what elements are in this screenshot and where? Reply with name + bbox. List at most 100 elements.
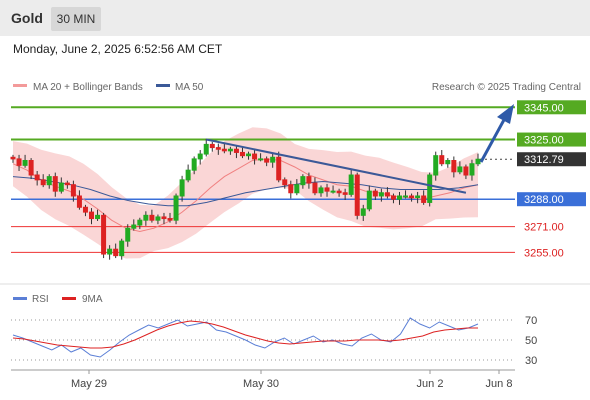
candle: [439, 150, 445, 167]
svg-text:3271.00: 3271.00: [524, 222, 564, 234]
candle: [52, 172, 58, 197]
candle: [445, 158, 451, 168]
candle: [70, 180, 76, 202]
candle: [191, 156, 197, 175]
candle: [306, 172, 312, 189]
candle: [276, 151, 282, 183]
candle: [330, 185, 336, 194]
candle: [300, 174, 306, 189]
candle: [155, 214, 161, 225]
candle: [318, 185, 324, 197]
candle: [288, 180, 294, 199]
candle: [203, 138, 209, 157]
candle: [179, 175, 185, 202]
symbol-label: Gold: [11, 10, 43, 26]
candle: [197, 150, 203, 165]
rsi-ma-legend-label: 9MA: [82, 294, 103, 305]
candle: [312, 177, 318, 196]
price-label-3288.00: 3288.00: [517, 192, 586, 207]
rsi-legend-swatch: [13, 297, 27, 300]
candle: [366, 185, 372, 212]
rsi-line: [12, 317, 479, 358]
rsi-ma-legend-swatch: [62, 297, 76, 300]
candle: [246, 151, 252, 160]
svg-text:3288.00: 3288.00: [524, 194, 564, 206]
x-tick-label: Jun 2: [417, 378, 444, 390]
candle: [390, 193, 396, 204]
chart-datetime: Monday, June 2, 2025 6:52:56 AM CET: [13, 42, 223, 56]
candle: [421, 190, 427, 205]
candles-layer: [10, 138, 481, 260]
candle: [469, 159, 475, 181]
candle: [64, 180, 70, 189]
candle: [282, 177, 288, 189]
candle: [107, 245, 113, 260]
candle: [40, 174, 46, 188]
candle: [209, 141, 215, 152]
candle: [451, 156, 457, 178]
rsi-tick-label: 70: [525, 315, 537, 327]
candle: [239, 146, 245, 159]
candle: [46, 174, 52, 189]
candle: [22, 154, 28, 168]
candle: [415, 191, 421, 204]
candle: [167, 212, 173, 223]
candle: [378, 188, 384, 202]
candle: [348, 169, 354, 197]
rsi-tick-label: 30: [525, 355, 537, 367]
svg-text:3312.79: 3312.79: [524, 154, 564, 166]
candle: [403, 190, 409, 199]
candle: [173, 193, 179, 225]
price-label-3312.79: 3312.79: [517, 152, 586, 167]
price-label-3255.00: 3255.00: [524, 247, 564, 259]
candle: [161, 212, 167, 225]
candle: [76, 190, 82, 210]
candle: [16, 154, 22, 171]
ma50-legend-swatch: [156, 84, 170, 87]
ma20-legend-swatch: [13, 84, 27, 87]
svg-text:3255.00: 3255.00: [524, 247, 564, 259]
svg-text:3325.00: 3325.00: [524, 135, 564, 147]
candle: [125, 224, 131, 247]
candle: [82, 204, 88, 217]
price-label-3345.00: 3345.00: [517, 100, 586, 115]
candle: [409, 193, 415, 202]
candle: [264, 156, 270, 167]
candle: [258, 153, 264, 162]
candle: [137, 217, 143, 230]
ma50-line: [12, 176, 479, 207]
candle: [34, 170, 40, 186]
candle: [270, 153, 276, 168]
candle: [396, 191, 402, 205]
candle: [475, 153, 481, 167]
candle: [221, 143, 227, 154]
candle: [143, 211, 149, 226]
candle: [10, 154, 16, 163]
candle: [119, 238, 125, 260]
candle: [433, 151, 439, 181]
candle: [372, 188, 378, 201]
candle: [227, 146, 233, 155]
candle: [233, 145, 239, 159]
x-tick-label: Jun 8: [486, 378, 513, 390]
candle: [58, 177, 64, 194]
x-tick-label: May 29: [71, 378, 107, 390]
candle: [101, 212, 107, 259]
candle: [336, 188, 342, 197]
svg-text:3345.00: 3345.00: [524, 102, 564, 114]
candle: [342, 188, 348, 201]
candle: [113, 243, 119, 259]
ma50-legend-label: MA 50: [175, 82, 204, 93]
candle: [95, 209, 101, 221]
timeframe-button[interactable]: 30 MIN: [51, 7, 101, 31]
price-label-3325.00: 3325.00: [517, 132, 586, 147]
candle: [354, 172, 360, 220]
rsi-legend-label: RSI: [32, 294, 49, 305]
trendline: [206, 138, 467, 194]
candle: [28, 158, 34, 180]
candle: [457, 161, 463, 175]
rsi-tick-label: 50: [525, 335, 537, 347]
rsi-ma-line: [12, 320, 478, 349]
price-label-3271.00: 3271.00: [524, 222, 564, 234]
candle: [427, 172, 433, 207]
